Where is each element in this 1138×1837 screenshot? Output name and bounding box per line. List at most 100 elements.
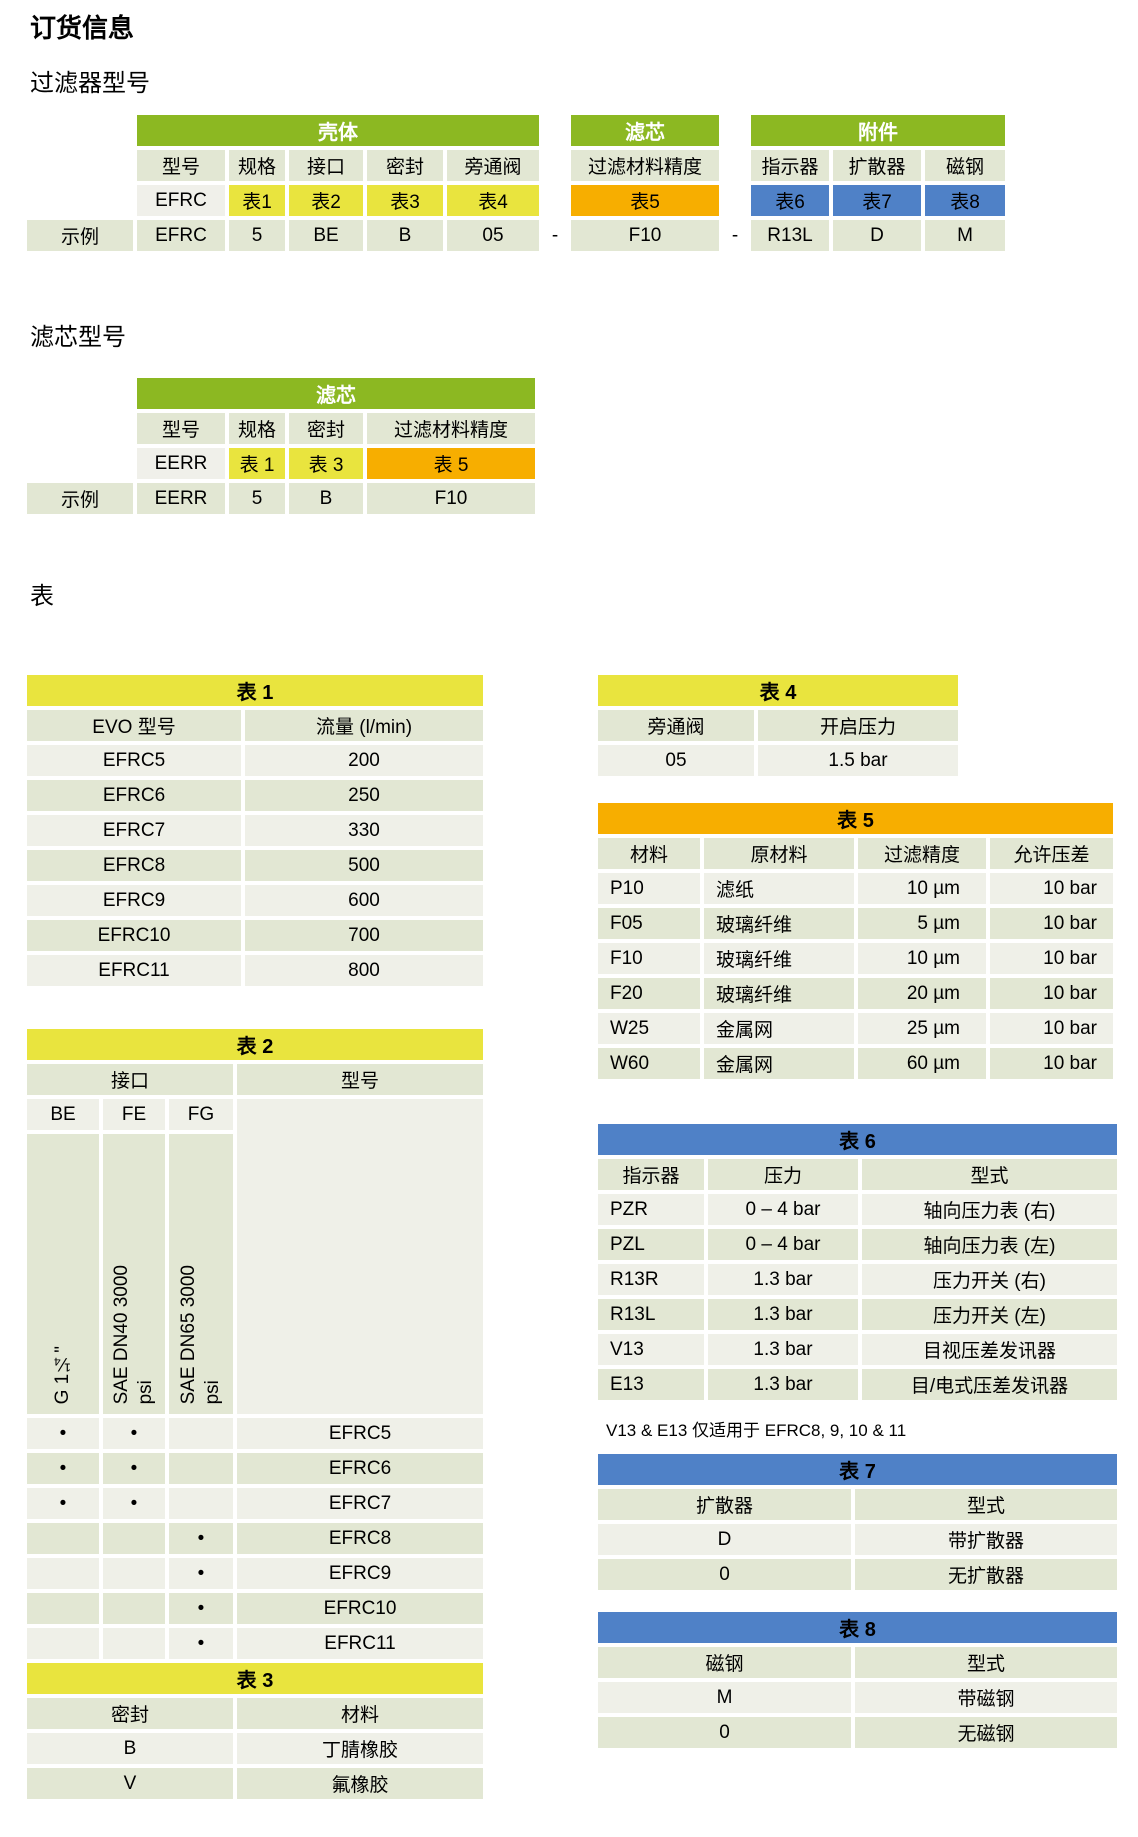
- example-label: 示例: [27, 220, 133, 251]
- example-cell: M: [925, 220, 1005, 251]
- cell: 500: [245, 850, 483, 881]
- cell: R13L: [598, 1299, 704, 1330]
- group-header-element: 滤芯: [571, 115, 719, 146]
- port-spec-block: BE FE FG G 1¼" SAE DN40 3000 psi SAE DN6…: [27, 1099, 483, 1414]
- ref-cell-table5: 表5: [571, 185, 719, 216]
- table-row: R13R 1.3 bar 压力开关 (右): [598, 1264, 1117, 1295]
- cell: 10 µm: [858, 943, 986, 974]
- table-2: 表 2 接口 型号 BE FE FG G 1¼" SAE DN40: [27, 1029, 483, 1659]
- column-header: 型式: [862, 1159, 1117, 1190]
- column-header: 磁钢: [925, 150, 1005, 181]
- table-title: 表 1: [27, 675, 483, 706]
- cell: EFRC11: [27, 955, 241, 986]
- example-row: 示例 EERR 5 B F10: [27, 483, 1138, 514]
- cell: 10 bar: [990, 978, 1113, 1009]
- bullet-cell: •: [169, 1558, 233, 1589]
- bullet-cell: [169, 1488, 233, 1519]
- column-header: EVO 型号: [27, 710, 241, 741]
- column-header: 扩散器: [833, 150, 921, 181]
- table-4: 表 4 旁通阀 开启压力 05 1.5 bar: [598, 675, 958, 776]
- column-header: 型号: [137, 150, 225, 181]
- table-ref-row: EFRC 表1 表2 表3 表4 表5 表6 表7 表8: [27, 185, 1138, 216]
- header-row: 接口 型号: [27, 1064, 483, 1095]
- cell: 600: [245, 885, 483, 916]
- cell: 800: [245, 955, 483, 986]
- column-header: 磁钢: [598, 1647, 851, 1678]
- column-header: 允许压差: [990, 838, 1113, 869]
- cell: 60 µm: [858, 1048, 986, 1079]
- cell: 200: [245, 745, 483, 776]
- port-label: FG: [169, 1099, 233, 1130]
- table-row: • EFRC11: [27, 1628, 483, 1659]
- cell: 压力开关 (左): [862, 1299, 1117, 1330]
- header-row: 磁钢 型式: [598, 1647, 1117, 1678]
- cell: F10: [598, 943, 700, 974]
- cell: 目/电式压差发讯器: [862, 1369, 1117, 1400]
- column-header: 原材料: [704, 838, 854, 869]
- column-header: 型式: [855, 1647, 1117, 1678]
- bullet-cell: •: [27, 1418, 99, 1449]
- column-header-row: 型号 规格 密封 过滤材料精度: [27, 413, 1138, 444]
- table-7: 表 7 扩散器 型式 D 带扩散器 0 无扩散器: [598, 1454, 1117, 1590]
- table-row: 05 1.5 bar: [598, 745, 958, 776]
- cell: EFRC9: [27, 885, 241, 916]
- page-title: 订货信息: [30, 13, 135, 43]
- cell: 金属网: [704, 1013, 854, 1044]
- ref-cell-table3: 表3: [367, 185, 443, 216]
- model-column-spacer: [237, 1099, 483, 1414]
- port-spec-rotated: SAE DN40 3000 psi: [103, 1134, 165, 1414]
- cell: EFRC7: [237, 1488, 483, 1519]
- cell: EFRC8: [237, 1523, 483, 1554]
- group-header-element: 滤芯: [137, 378, 535, 409]
- bullet-cell: [27, 1523, 99, 1554]
- table-3: 表 3 密封 材料 B 丁腈橡胶 V 氟橡胶: [27, 1663, 483, 1799]
- ref-cell-table1: 表 1: [229, 448, 285, 479]
- cell: EFRC10: [237, 1593, 483, 1624]
- table6-note: V13 & E13 仅适用于 EFRC8, 9, 10 & 11: [606, 1420, 907, 1440]
- cell: M: [598, 1682, 851, 1713]
- bullet-cell: [103, 1628, 165, 1659]
- bullet-cell: •: [169, 1523, 233, 1554]
- column-header: 旁通阀: [447, 150, 539, 181]
- cell: 10 bar: [990, 873, 1113, 904]
- table-row: EFRC10 700: [27, 920, 483, 951]
- example-cell: F10: [571, 220, 719, 251]
- column-header: 密封: [367, 150, 443, 181]
- example-cell: F10: [367, 483, 535, 514]
- table-5: 表 5 材料 原材料 过滤精度 允许压差 P10 滤纸 10 µm 10 bar…: [598, 803, 1113, 1079]
- table-title: 表 6: [598, 1124, 1117, 1155]
- column-header: 旁通阀: [598, 710, 754, 741]
- section-filter-model-title: 过滤器型号: [30, 70, 150, 97]
- example-label: 示例: [27, 483, 133, 514]
- cell: 1.3 bar: [708, 1369, 858, 1400]
- header-row: 密封 材料: [27, 1698, 483, 1729]
- column-header: 密封: [289, 413, 363, 444]
- table-row: W60 金属网 60 µm 10 bar: [598, 1048, 1113, 1079]
- bullet-cell: •: [27, 1453, 99, 1484]
- column-header: 指示器: [598, 1159, 704, 1190]
- cell: 金属网: [704, 1048, 854, 1079]
- column-header: 材料: [598, 838, 700, 869]
- separator-dash: -: [731, 224, 739, 246]
- cell: F20: [598, 978, 700, 1009]
- cell: EFRC6: [27, 780, 241, 811]
- header-row: 扩散器 型式: [598, 1489, 1117, 1520]
- group-header-housing: 壳体: [137, 115, 539, 146]
- table-row: W25 金属网 25 µm 10 bar: [598, 1013, 1113, 1044]
- table-1: 表 1 EVO 型号 流量 (l/min) EFRC5 200 EFRC6 25…: [27, 675, 483, 986]
- cell: V: [27, 1768, 233, 1799]
- bullet-cell: [169, 1453, 233, 1484]
- column-header: 材料: [237, 1698, 483, 1729]
- cell: 玻璃纤维: [704, 978, 854, 1009]
- right-column: 表 4 旁通阀 开启压力 05 1.5 bar 表 5 材料 原材料 过滤精度 …: [598, 675, 1117, 1752]
- table-title: 表 7: [598, 1454, 1117, 1485]
- table-row: EFRC6 250: [27, 780, 483, 811]
- cell: 0 – 4 bar: [708, 1229, 858, 1260]
- column-header-row: 型号 规格 接口 密封 旁通阀 过滤材料精度 指示器 扩散器 磁钢: [27, 150, 1138, 181]
- cell: 带磁钢: [855, 1682, 1117, 1713]
- column-header: 扩散器: [598, 1489, 851, 1520]
- table-row: F20 玻璃纤维 20 µm 10 bar: [598, 978, 1113, 1009]
- cell: EFRC11: [237, 1628, 483, 1659]
- column-header: 型号: [137, 413, 225, 444]
- cell: EFRC9: [237, 1558, 483, 1589]
